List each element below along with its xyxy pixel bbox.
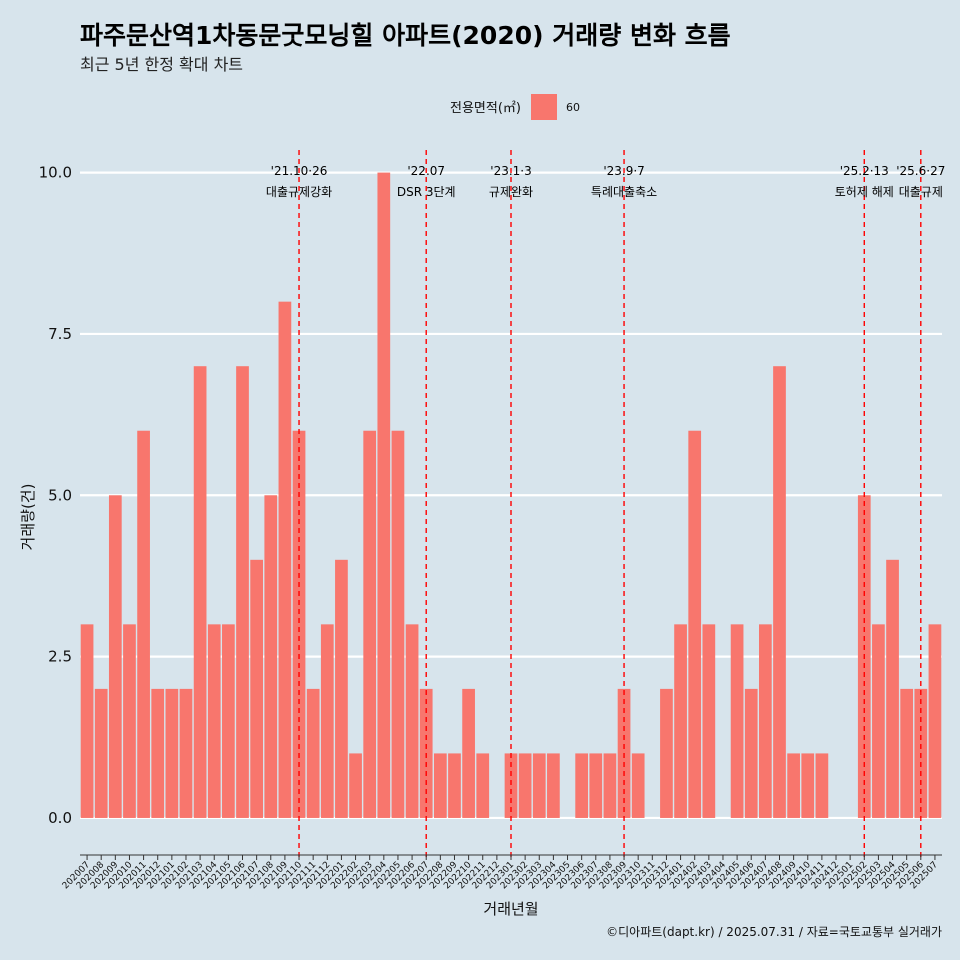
bar [532, 753, 546, 818]
event-label: 토허제 해제 [835, 185, 894, 199]
bar [349, 753, 362, 818]
event-date: '22.07 [407, 164, 445, 178]
bar [815, 753, 829, 818]
chart-caption: ©디아파트(dapt.kr) / 2025.07.31 / 자료=국토교통부 실… [606, 925, 942, 939]
bar [688, 430, 702, 818]
event-date: '25.6·27 [896, 164, 945, 178]
bar [137, 430, 150, 818]
bar [151, 688, 165, 818]
y-tick-label: 0.0 [48, 809, 72, 827]
bar [518, 753, 532, 818]
legend-title: 전용면적(㎡) [450, 101, 521, 116]
bar [236, 366, 249, 818]
bar [900, 688, 914, 818]
bar [80, 624, 94, 818]
bar [631, 753, 645, 818]
event-date: '25.2·13 [840, 164, 889, 178]
bar [801, 753, 815, 818]
bar [787, 753, 800, 818]
bar [462, 688, 475, 818]
bar [292, 430, 306, 818]
bar [702, 624, 716, 818]
bar [730, 624, 744, 818]
event-label: DSR 3단계 [397, 185, 456, 199]
bar [448, 753, 461, 818]
chart-title: 파주문산역1차동문굿모닝힐 아파트(2020) 거래량 변화 흐름 [80, 21, 731, 50]
bar [94, 688, 108, 818]
event-date: '23.9·7 [603, 164, 644, 178]
bar [575, 753, 589, 818]
event-date: '21.10·26 [271, 164, 328, 178]
bar [476, 753, 490, 818]
bar [320, 624, 334, 818]
bar [377, 172, 391, 818]
bar [306, 688, 320, 818]
y-tick-label: 5.0 [48, 486, 72, 504]
bar [773, 366, 786, 818]
bar [660, 688, 673, 818]
bar [123, 624, 136, 818]
bar [405, 624, 419, 818]
bar [363, 430, 377, 818]
bar [179, 688, 193, 818]
x-axis-title: 거래년월 [483, 900, 538, 918]
bar [108, 495, 122, 818]
legend-label: 60 [566, 101, 580, 114]
y-axis-title: 거래량(건) [19, 484, 37, 551]
y-tick-label: 10.0 [39, 164, 72, 182]
legend: 전용면적(㎡) 60 [450, 94, 580, 120]
event-label: 규제완화 [489, 185, 533, 199]
legend-swatch [531, 94, 557, 120]
bar [264, 495, 278, 818]
event-annotations: '21.10·26 대출규제강화 '22.07 DSR 3단계 '23.1·3 규제완화 '… [266, 164, 945, 199]
bar [872, 624, 885, 818]
bar [886, 559, 899, 818]
y-tick-label: 2.5 [48, 648, 72, 666]
bar [278, 301, 292, 818]
bar [603, 753, 617, 818]
event-label: 특례대출축소 [591, 185, 657, 199]
bar [674, 624, 687, 818]
bar [589, 753, 603, 818]
bar [165, 688, 179, 818]
bar [433, 753, 447, 818]
bar [222, 624, 235, 818]
chart-subtitle: 최근 5년 한정 확대 차트 [80, 55, 243, 74]
bar [504, 753, 518, 818]
bar [759, 624, 772, 818]
bar [547, 753, 560, 818]
x-axis: 2020072020082020092020102020112020122021… [61, 854, 942, 891]
bar [744, 688, 758, 818]
event-label: 대출규제 [899, 185, 943, 199]
bar [391, 430, 405, 818]
bars [80, 172, 942, 818]
event-date: '23.1·3 [490, 164, 531, 178]
bar [207, 624, 221, 818]
bar [335, 559, 348, 818]
bar [250, 559, 263, 818]
y-tick-label: 7.5 [48, 325, 72, 343]
bar [928, 624, 942, 818]
bar [193, 366, 207, 818]
event-label: 대출규제강화 [266, 185, 332, 199]
y-axis: 0.0 2.5 5.0 7.5 10.0 [39, 164, 72, 827]
event-lines [298, 150, 922, 857]
